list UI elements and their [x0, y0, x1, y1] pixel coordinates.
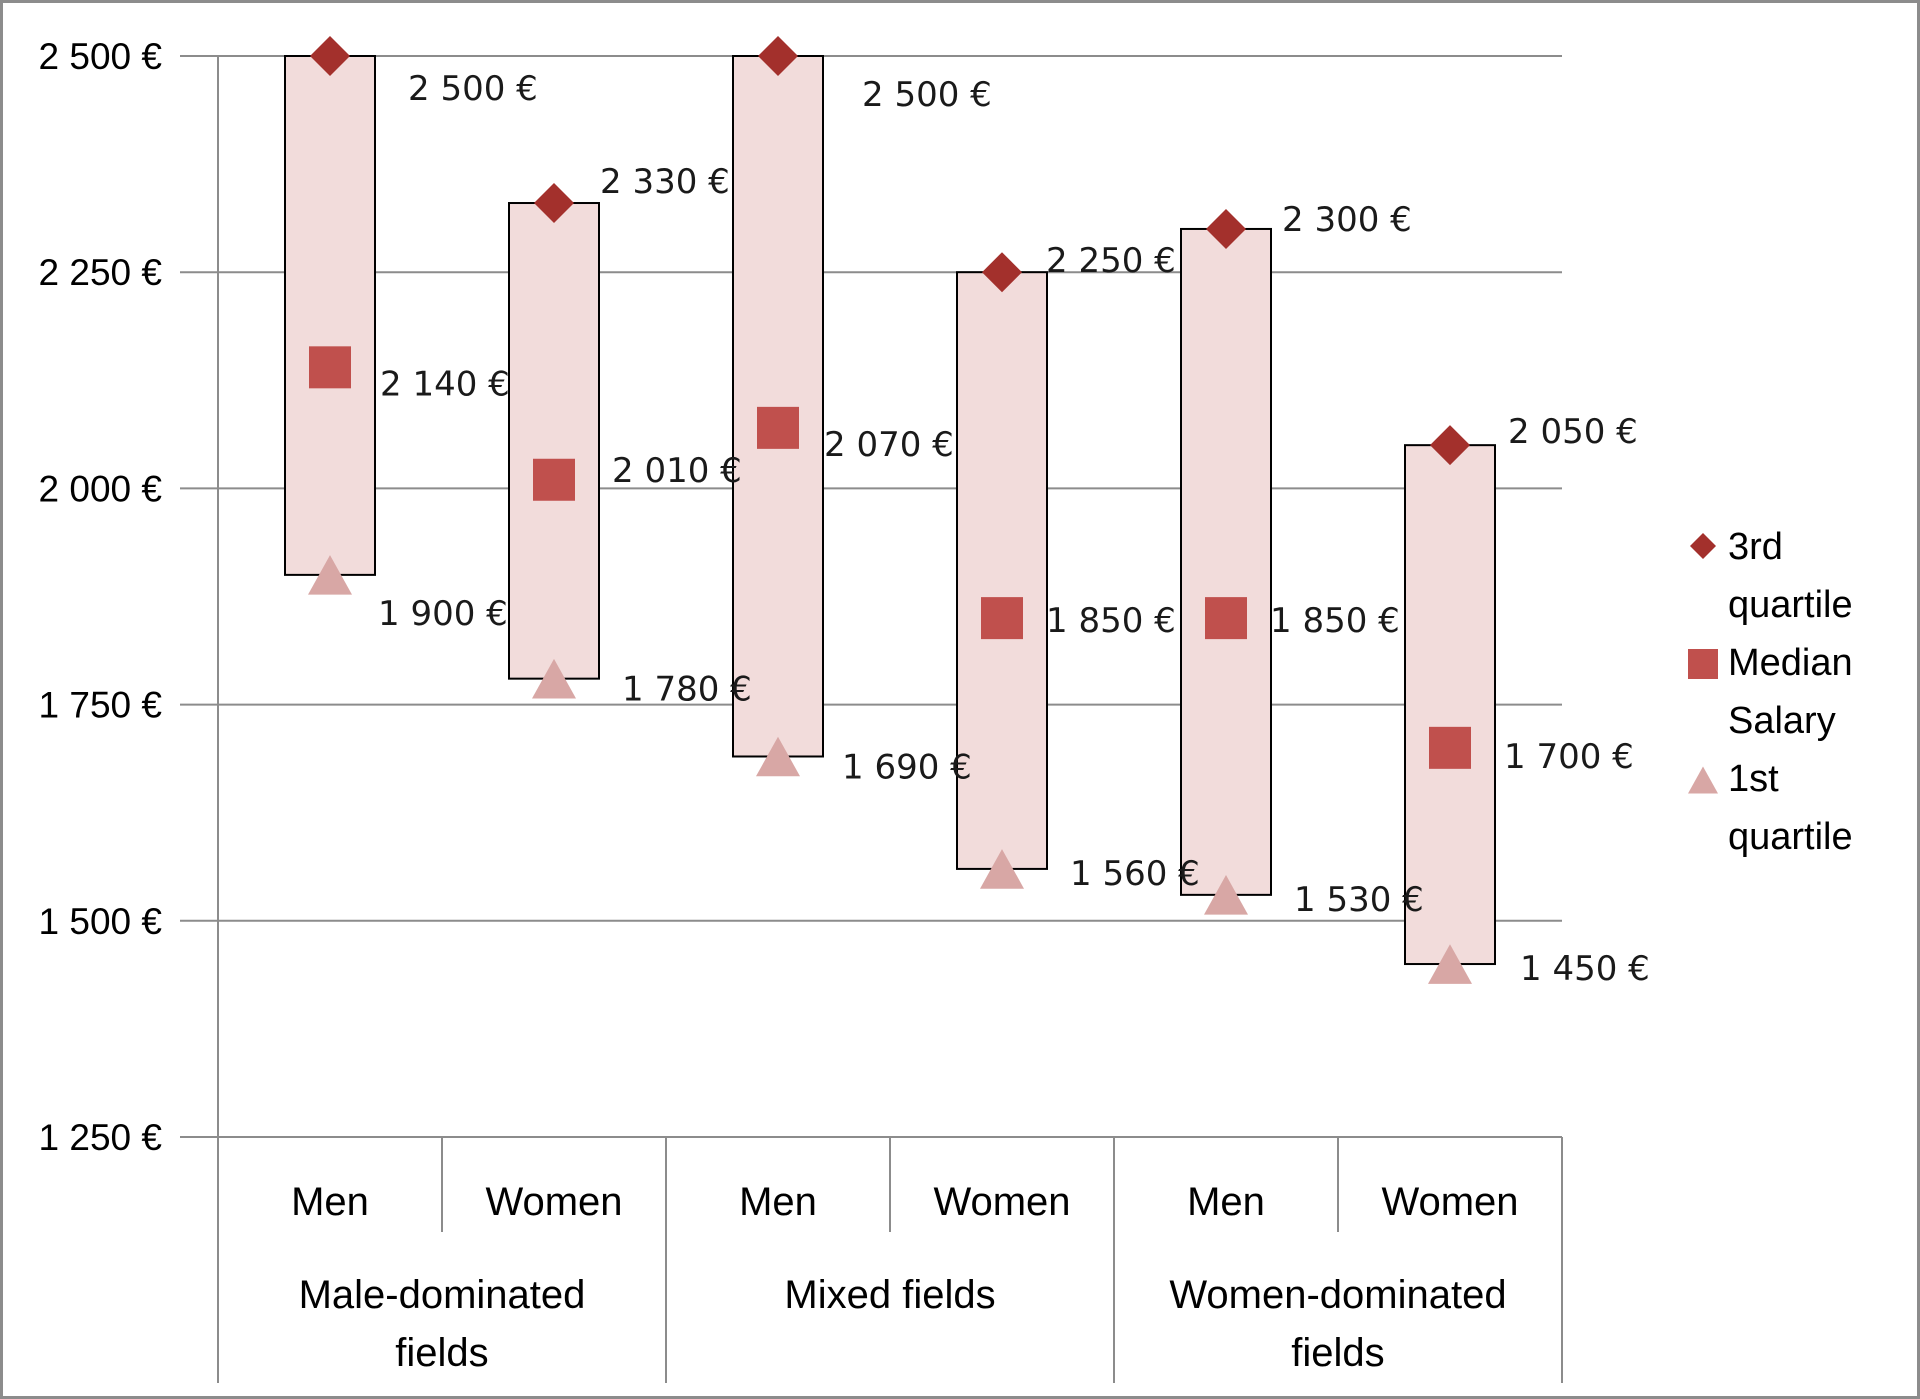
q3-point — [982, 252, 1022, 293]
q3-point — [1430, 425, 1470, 466]
q1-point — [532, 658, 576, 699]
legend-square-icon — [1688, 649, 1718, 679]
group-label-line: Mixed fields — [784, 1273, 995, 1317]
q3-data-label: 2 500 € — [408, 69, 538, 109]
legend-entry: 1st quartile — [1688, 758, 1853, 858]
y-tick-label: 1 750 € — [39, 685, 163, 726]
median-data-label: 2 070 € — [824, 425, 954, 465]
group-label: Mixed fields — [784, 1273, 995, 1317]
median-point — [533, 458, 575, 501]
legend-label: quartile — [1728, 816, 1853, 858]
category-label: Women — [1381, 1180, 1518, 1224]
q3-data-label: 2 250 € — [1046, 241, 1176, 281]
range-bar — [508, 202, 600, 680]
q1-point — [980, 849, 1024, 889]
category-label: Women — [933, 1180, 1070, 1224]
median-data-label: 1 700 € — [1504, 737, 1634, 777]
y-tick-label: 2 500 € — [39, 36, 163, 77]
legend-label: 3rd — [1728, 526, 1783, 568]
category-label: Men — [739, 1180, 817, 1224]
legend-entry: 3rd quartile — [1690, 526, 1853, 626]
range-bar — [284, 55, 376, 576]
q1-data-label: 1 690 € — [842, 747, 972, 787]
median-point — [981, 597, 1023, 640]
y-tick-label: 2 250 € — [39, 252, 163, 293]
q1-data-label: 1 450 € — [1520, 949, 1650, 989]
median-point — [1429, 726, 1471, 769]
median-data-label: 1 850 € — [1046, 601, 1176, 641]
group-label-line: Women-dominated — [1169, 1273, 1506, 1317]
legend-diamond-icon — [1690, 533, 1716, 559]
group-label-line: fields — [395, 1331, 488, 1375]
range-bar — [956, 271, 1048, 870]
q1-data-label: 1 900 € — [378, 594, 508, 634]
y-tick-label: 1 500 € — [39, 901, 163, 942]
q1-point — [1428, 944, 1472, 984]
category-label: Women — [485, 1180, 622, 1224]
group-label: Women-dominated fields — [1169, 1273, 1506, 1375]
y-tick-label: 2 000 € — [39, 468, 163, 509]
q3-point — [758, 36, 798, 76]
category-label: Men — [291, 1180, 369, 1224]
q3-point — [1206, 208, 1246, 249]
median-point — [757, 406, 799, 449]
legend-label: Salary — [1728, 700, 1836, 742]
q3-data-label: 2 050 € — [1508, 412, 1638, 452]
legend-label: 1st — [1728, 758, 1779, 800]
group-label-line: Male-dominated — [299, 1273, 586, 1317]
range-bar — [1404, 444, 1496, 966]
median-data-label: 2 010 € — [612, 451, 742, 491]
q3-data-label: 2 300 € — [1282, 200, 1412, 240]
legend-triangle-icon — [1688, 766, 1718, 794]
category-label: Men — [1187, 1180, 1265, 1224]
q3-data-label: 2 500 € — [862, 75, 992, 115]
median-point — [1205, 597, 1247, 640]
q1-point — [308, 555, 352, 595]
q1-data-label: 1 560 € — [1070, 854, 1200, 894]
legend-label: Median — [1728, 642, 1853, 684]
q1-point — [756, 736, 800, 777]
legend-label: quartile — [1728, 584, 1853, 626]
group-label: Male-dominated fields — [299, 1273, 586, 1375]
median-data-label: 1 850 € — [1270, 601, 1400, 641]
legend-entry: Median Salary — [1688, 642, 1853, 742]
q3-point — [310, 36, 350, 76]
y-tick-label: 1 250 € — [39, 1117, 163, 1158]
q1-data-label: 1 780 € — [622, 670, 752, 710]
median-point — [309, 346, 351, 389]
q3-point — [534, 183, 574, 224]
q1-point — [1204, 875, 1248, 915]
q1-data-label: 1 530 € — [1294, 880, 1424, 920]
q3-data-label: 2 330 € — [600, 162, 730, 202]
group-label-line: fields — [1291, 1331, 1384, 1375]
range-bar — [1180, 227, 1272, 896]
range-bar — [732, 55, 824, 758]
median-data-label: 2 140 € — [380, 364, 510, 404]
